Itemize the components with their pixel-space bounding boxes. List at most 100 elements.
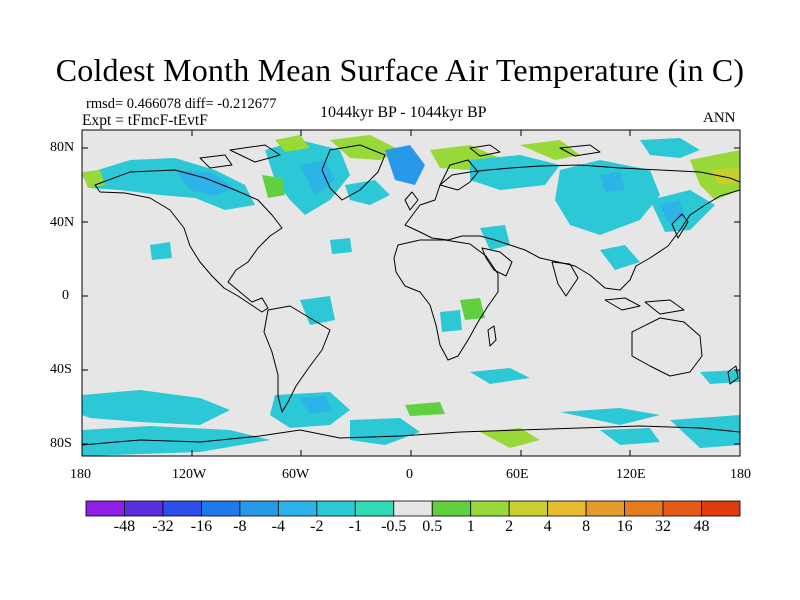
- anomaly-region: [405, 402, 445, 416]
- coastline: [393, 239, 499, 361]
- colorbar-label: -16: [190, 518, 213, 535]
- coastline: [199, 154, 233, 169]
- colorbar-swatch: [124, 500, 164, 517]
- coastline: [631, 317, 703, 377]
- anomaly-region: [150, 242, 172, 260]
- colorbar-swatch: [508, 500, 549, 517]
- colorbar-label: -32: [152, 518, 174, 535]
- anomaly-region: [700, 370, 740, 384]
- colorbar-swatch: [470, 500, 510, 517]
- colorbar-label: 48: [693, 518, 710, 535]
- coastline: [551, 261, 579, 297]
- colorbar: [85, 500, 741, 517]
- coastline: [604, 297, 641, 311]
- stats-text: rmsd= 0.466078 diff= -0.212677: [86, 96, 277, 112]
- colorbar-label: 1: [466, 518, 475, 535]
- anomaly-region: [175, 170, 235, 196]
- map-title: Coldest Month Mean Surface Air Temperatu…: [55, 52, 745, 88]
- anomaly-region: [82, 158, 255, 210]
- y-tick-label: 40N: [50, 215, 75, 230]
- anomaly-region: [330, 238, 352, 254]
- axis-ticks: [82, 130, 740, 456]
- colorbar-swatch: [662, 500, 702, 517]
- anomaly-region: [275, 135, 310, 152]
- colorbar-swatch: [162, 500, 202, 517]
- x-tick-label: 120E: [616, 467, 646, 482]
- colorbar-swatch: [585, 500, 625, 517]
- colorbar-label: -1: [348, 518, 362, 535]
- x-tick-label: 180: [730, 467, 751, 482]
- anomaly-region: [660, 200, 685, 222]
- anomaly-region: [600, 172, 625, 192]
- coastline: [321, 144, 386, 201]
- colorbar-swatch: [201, 500, 241, 517]
- x-tick-label: 120W: [172, 467, 207, 482]
- colorbar-swatch: [624, 500, 664, 517]
- coastline: [487, 325, 497, 347]
- colorbar-swatch: [547, 500, 587, 517]
- colorbar-label: -2: [310, 518, 324, 535]
- anomaly-region: [470, 368, 530, 384]
- colorbar-label: 32: [655, 518, 672, 535]
- anomaly-region: [300, 160, 335, 195]
- x-tick-label: 60E: [506, 467, 529, 482]
- coastline: [439, 159, 479, 191]
- y-tick-label: 40S: [50, 362, 72, 377]
- anomaly-region: [460, 298, 485, 320]
- x-tick-label: 60W: [282, 467, 310, 482]
- anomaly-region: [480, 225, 510, 250]
- anomaly-region: [600, 428, 660, 445]
- anomaly-region: [555, 160, 660, 235]
- anomaly-region: [345, 180, 390, 205]
- period-text: 1044kyr BP - 1044kyr BP: [320, 104, 487, 121]
- anomaly-region: [440, 310, 462, 332]
- anomaly-region: [670, 415, 740, 448]
- colorbar-swatch: [277, 500, 318, 517]
- colorbar-label: -48: [113, 518, 136, 535]
- colorbar-label: 8: [582, 518, 591, 535]
- colorbar-label: -8: [233, 518, 247, 535]
- anomaly-region: [385, 145, 425, 185]
- colorbar-label: -4: [271, 518, 286, 535]
- coastline: [82, 425, 740, 446]
- anomaly-region: [300, 396, 332, 414]
- y-tick-label: 80S: [50, 436, 72, 451]
- colorbar-swatch: [239, 500, 279, 517]
- y-tick-label: 80N: [50, 140, 75, 155]
- y-tick-label: 0: [62, 288, 69, 303]
- season-text: ANN: [703, 110, 736, 126]
- colorbar-label: 0.5: [422, 518, 443, 535]
- colorbar-swatch: [701, 500, 741, 517]
- anomaly-region: [470, 155, 560, 190]
- colorbar-swatch: [354, 500, 395, 517]
- colorbar-swatch: [316, 500, 356, 517]
- coastline: [469, 144, 501, 157]
- anomaly-region: [560, 408, 660, 425]
- x-tick-label: 0: [406, 467, 413, 482]
- coastline: [404, 164, 740, 291]
- experiment-text: Expt = tFmcF-tEvtF: [82, 112, 208, 129]
- anomaly-region: [600, 245, 640, 270]
- colorbar-swatch: [85, 500, 125, 517]
- colorbar-label: 4: [543, 518, 552, 535]
- anomaly-region: [520, 140, 580, 160]
- colorbar-label: 16: [616, 518, 633, 535]
- coastline: [727, 365, 739, 385]
- coastline: [559, 144, 601, 157]
- anomaly-region: [350, 418, 420, 445]
- coastline: [263, 305, 331, 413]
- coastline: [404, 191, 419, 211]
- x-tick-label: 180: [70, 467, 91, 482]
- coastline: [671, 213, 689, 239]
- anomaly-region: [480, 428, 540, 448]
- colorbar-label: 2: [505, 518, 514, 535]
- anomaly-region: [82, 390, 230, 425]
- coastline: [229, 144, 281, 163]
- coastline: [481, 247, 513, 277]
- colorbar-swatch: [431, 500, 472, 517]
- colorbar-label: -0.5: [381, 518, 407, 535]
- coastline: [94, 169, 283, 313]
- coastline: [644, 299, 685, 315]
- colorbar-swatch: [393, 500, 433, 517]
